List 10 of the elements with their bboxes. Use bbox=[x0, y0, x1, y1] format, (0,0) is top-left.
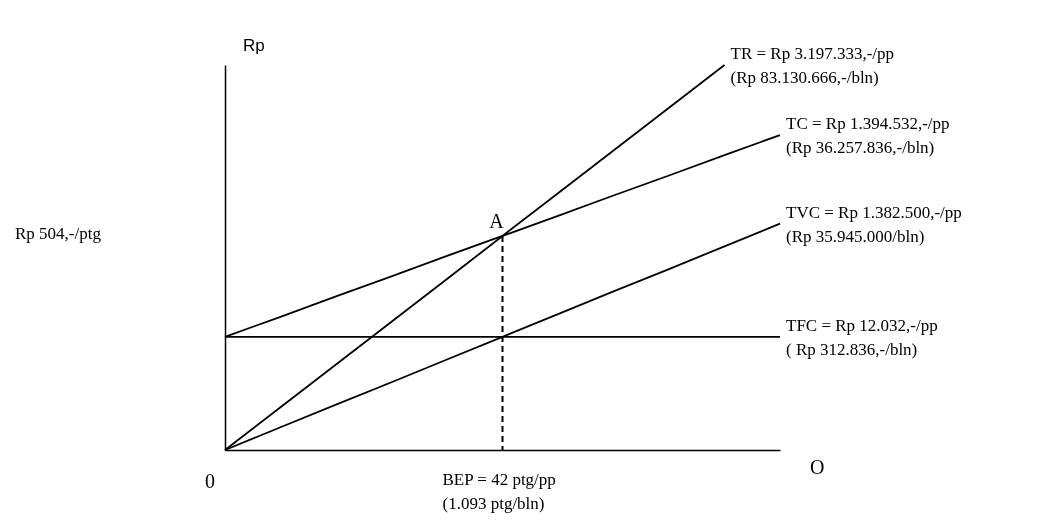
text: BEP = 42 ptg/pp (1.093 ptg/bln) bbox=[442, 470, 556, 513]
annotation: A bbox=[489, 209, 505, 232]
series-label: TC = Rp 1.394.532,-/pp (Rp 36.257.836,-/bln) bbox=[786, 114, 950, 158]
series-label: TVC = Rp 1.382.500,-/pp (Rp 35.945.000/bln) bbox=[786, 202, 962, 246]
y-axis-title: Rp bbox=[243, 36, 265, 55]
series-label: TR = Rp 3.197.333,-/pp (Rp 83.130.666,-/bln) bbox=[730, 44, 895, 87]
text: 0 bbox=[205, 470, 215, 492]
series-label: TFC = Rp 12.032,-/pp ( Rp 312.836,-/bln) bbox=[786, 315, 938, 359]
text: Rp 504,-/ptg bbox=[15, 224, 102, 244]
x-axis-title: O bbox=[810, 456, 825, 478]
